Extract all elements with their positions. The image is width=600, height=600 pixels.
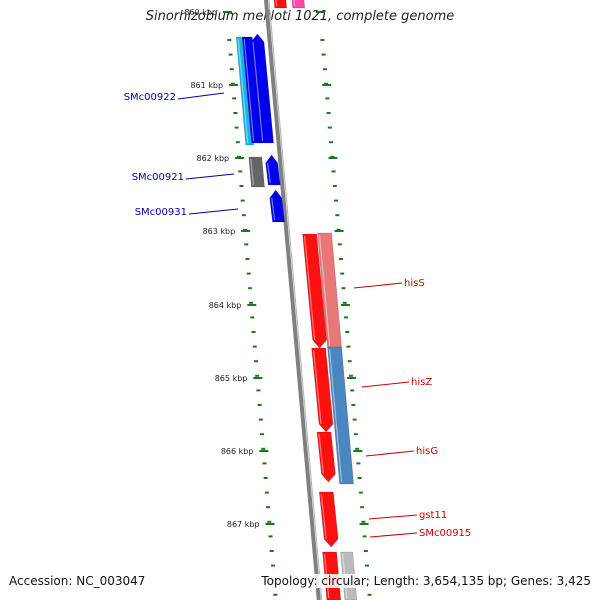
right-gene-leader-line [361, 381, 410, 388]
gene-hisG-red [316, 431, 336, 483]
gene-smc00931-blue-highlight [271, 197, 276, 221]
right-gene-leader-line [365, 450, 415, 457]
gene-smc00931-blue [269, 189, 285, 223]
kbp-label: 863 kbp [203, 227, 236, 236]
left-gene-label: SMc00921 [132, 172, 184, 183]
gene-gst11-red [318, 491, 339, 548]
kbp-label: 865 kbp [215, 374, 248, 383]
map-title: Sinorhizobium meliloti 1021, complete ge… [145, 9, 455, 24]
gene-top-red-highlight [275, 0, 278, 7]
gene-top-red [273, 0, 288, 9]
gene-blue-a-highlight [243, 38, 255, 142]
gene-top-magenta [291, 0, 306, 9]
left-gene-leader-line [188, 208, 239, 215]
left-gene-leader-line [185, 173, 235, 180]
right-gene-label: gst11 [419, 510, 447, 521]
gene-hisG-red-highlight [318, 433, 325, 475]
kbp-label: 866 kbp [221, 447, 254, 456]
kbp-label: 864 kbp [209, 301, 242, 310]
gene-hisS-red-highlight [303, 235, 316, 341]
right-gene-leader-line [353, 282, 403, 289]
gene-smc00922-cyan-highlight [237, 38, 249, 144]
topology-text: Topology: circular; Length: 3,654,135 bp… [261, 574, 591, 588]
gene-gst11-red-highlight [320, 493, 327, 540]
gene-blue-b-highlight [252, 41, 264, 142]
left-gene-leader-line [177, 92, 225, 100]
genome-backbone-shadow [268, 0, 323, 600]
gene-hisZ-red [311, 347, 334, 433]
right-gene-leader-line [369, 532, 418, 538]
accession-text: Accession: NC_003047 [9, 574, 146, 588]
right-gene-leader-line [368, 514, 418, 520]
gene-hisZ-steel-highlight [328, 348, 343, 483]
gene-smc00921-blue [265, 154, 281, 186]
kbp-label: 861 kbp [190, 81, 223, 90]
left-gene-label: SMc00931 [135, 207, 187, 218]
gene-blue-b [250, 33, 274, 144]
left-gene-label: SMc00922 [124, 92, 176, 103]
right-gene-label: SMc00915 [419, 528, 471, 539]
kbp-label: 862 kbp [197, 154, 230, 163]
gene-hisZ-steel [327, 346, 354, 485]
gene-smc00921-blue-highlight [267, 162, 271, 184]
right-gene-label: hisS [404, 278, 425, 289]
gene-hisS-red [302, 233, 327, 349]
right-gene-label: hisZ [411, 377, 432, 388]
gene-smc00921-grey-highlight [250, 158, 255, 186]
gene-smc00921-grey [248, 156, 265, 188]
right-gene-label: hisG [416, 446, 438, 457]
genome-backbone-line [264, 0, 321, 600]
gene-hisZ-red-highlight [313, 349, 322, 425]
kbp-label: 860 kbp [184, 8, 217, 17]
gene-top-magenta-highlight [293, 0, 296, 7]
gene-hisS-pink-highlight [318, 234, 331, 347]
kbp-label: 867 kbp [227, 520, 260, 529]
